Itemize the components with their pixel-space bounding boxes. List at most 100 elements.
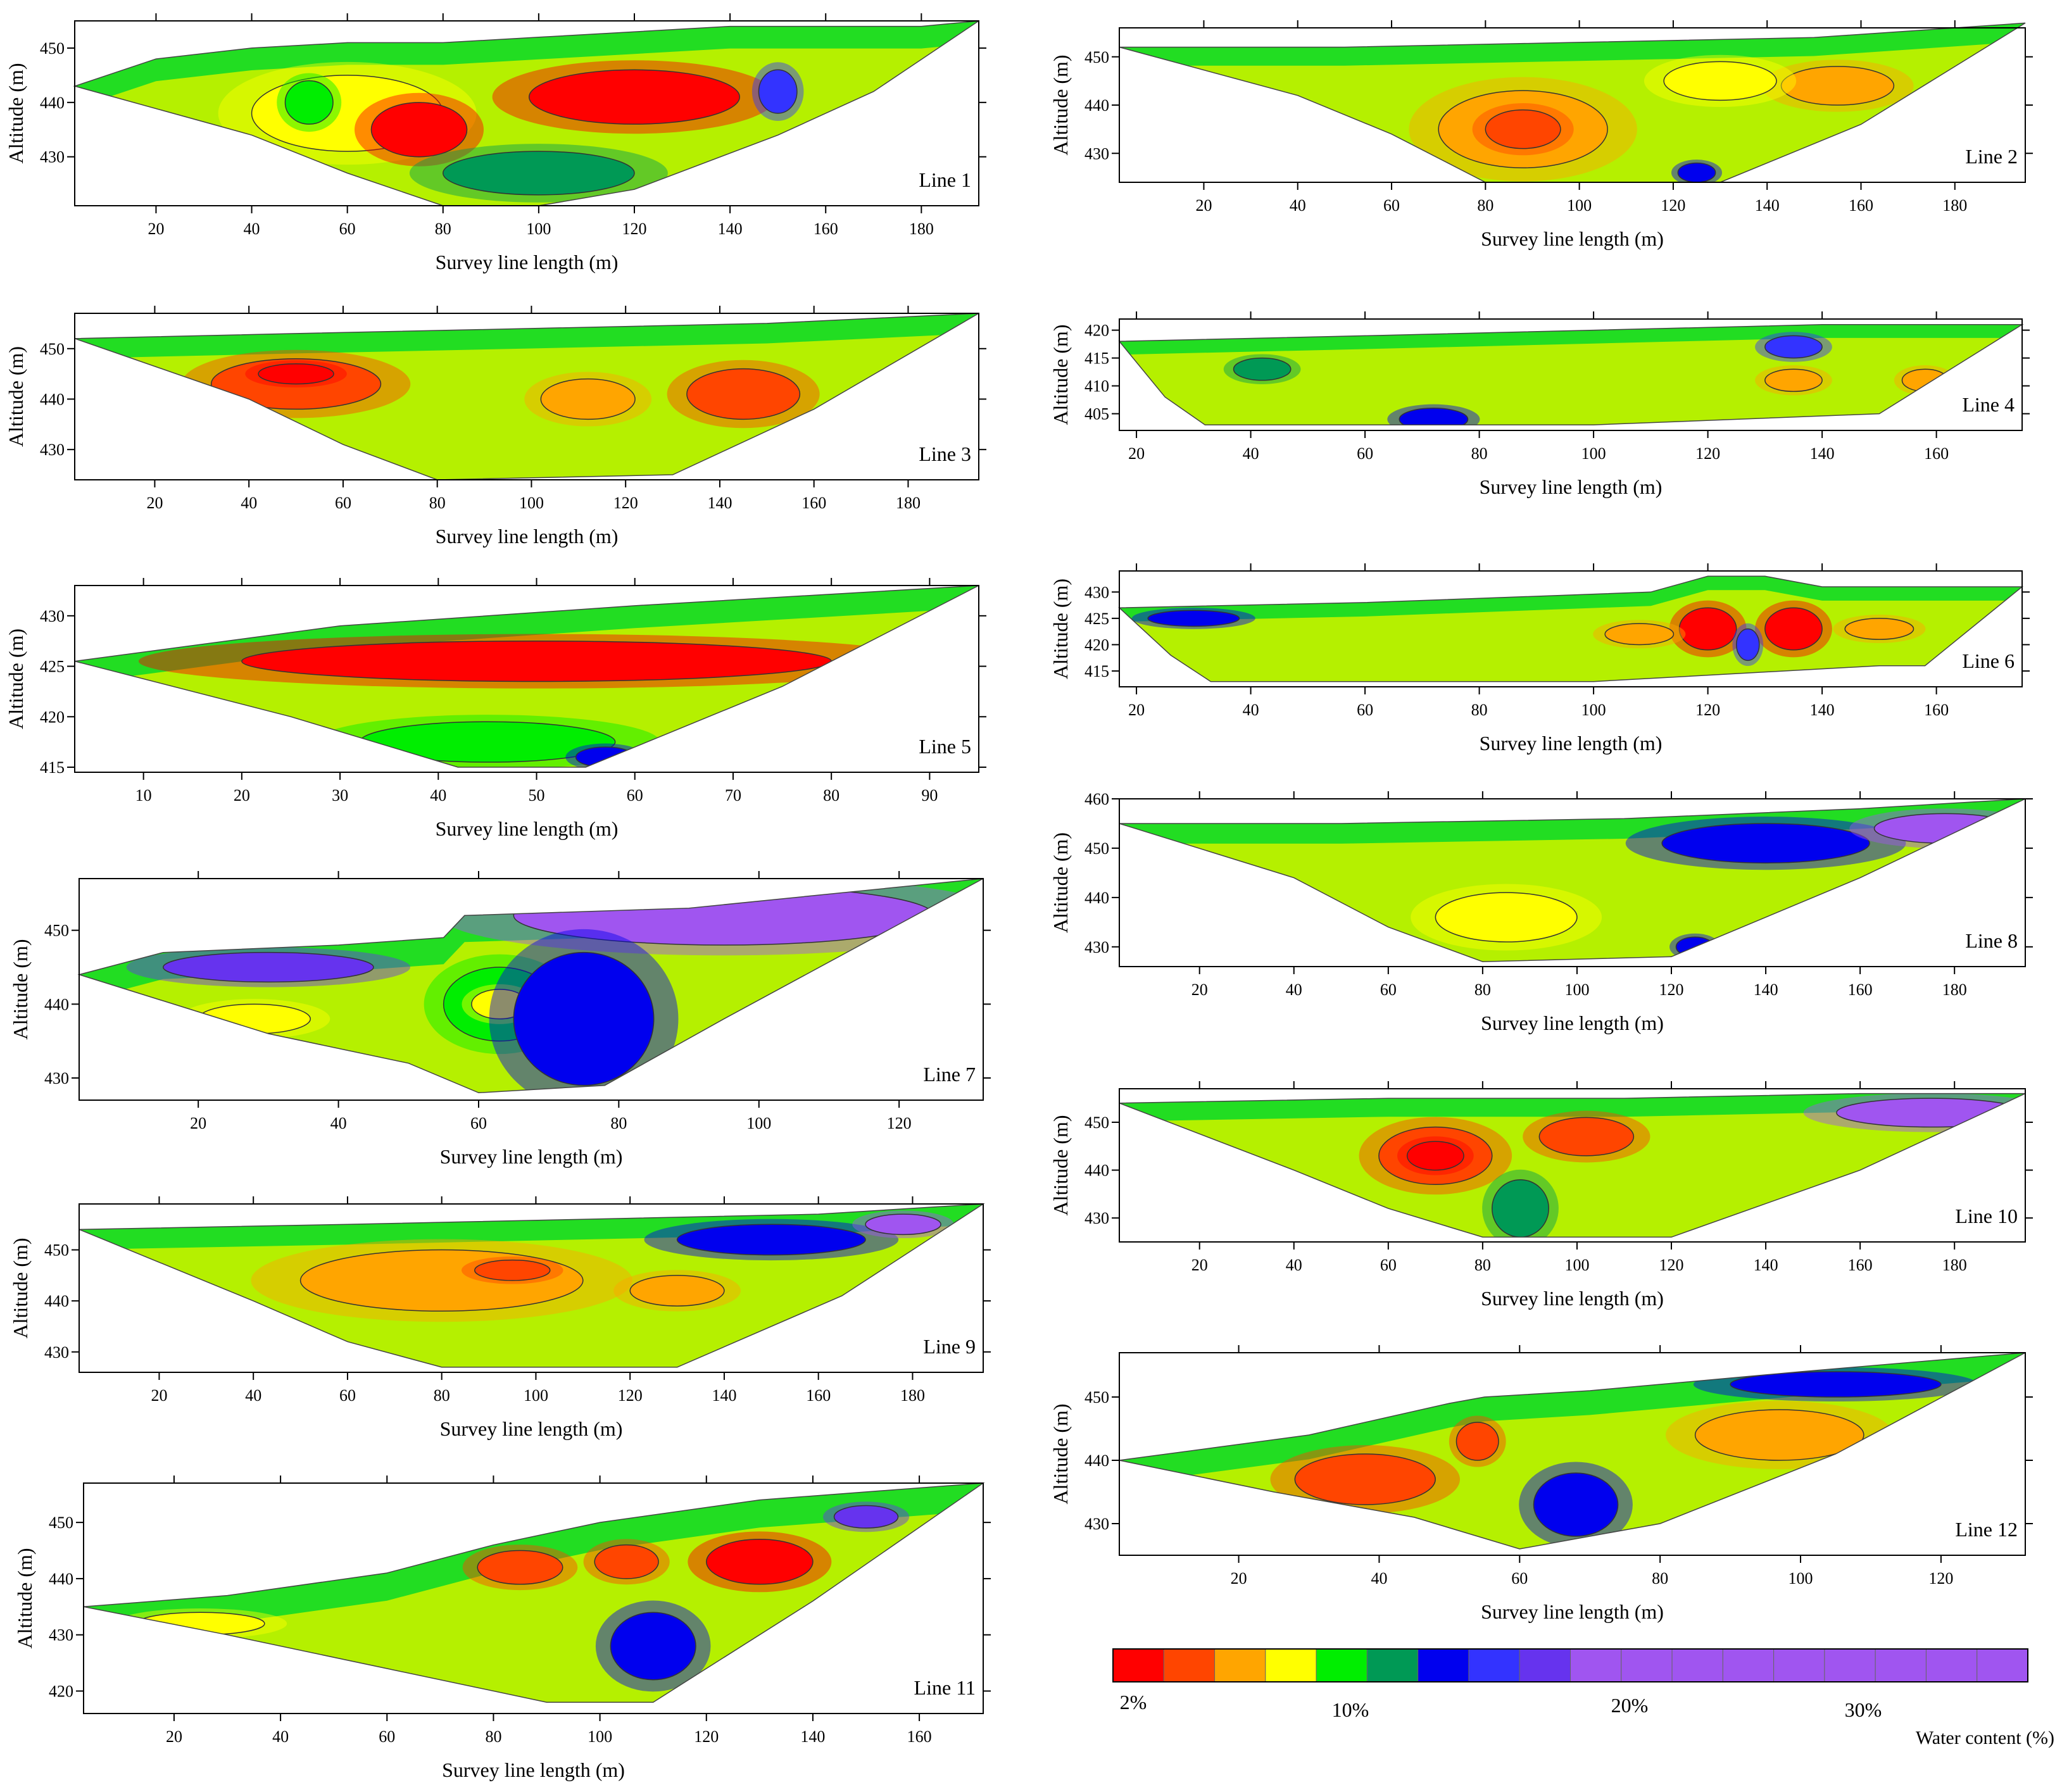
colorbar-title: Water content (%) xyxy=(1916,1727,2054,1748)
y-tick-label: 430 xyxy=(49,1626,73,1645)
panel-5: 10 20 30 40 50 60 70 80 90 415 420 425 430 Survey lin… xyxy=(4,578,986,840)
contour-zone xyxy=(163,951,374,983)
x-tick-label: 20 xyxy=(1191,981,1208,999)
contour-zone xyxy=(1233,357,1292,381)
section-base xyxy=(75,313,979,480)
x-tick-label: 60 xyxy=(1511,1569,1528,1588)
section-fill xyxy=(1119,23,2025,183)
surface-layer xyxy=(1119,799,2025,844)
x-tick-label: 60 xyxy=(379,1727,395,1746)
x-axis-label: Survey line length (m) xyxy=(1481,1012,1664,1034)
section-outline xyxy=(74,313,979,480)
x-axis-label: Survey line length (m) xyxy=(442,1758,625,1781)
x-tick-label: 60 xyxy=(1357,701,1373,719)
y-axis-label: Altitude (m) xyxy=(4,346,27,447)
surface-layer xyxy=(79,1204,983,1250)
y-tick-label: 450 xyxy=(40,39,65,58)
panel-6: 20 40 60 80 100 120 140 160 415 420 425 430 Survey l… xyxy=(1049,563,2030,755)
x-tick-label: 80 xyxy=(1471,444,1488,463)
contour-zone xyxy=(594,1544,659,1579)
y-tick-label: 415 xyxy=(40,758,65,777)
x-tick-label: 60 xyxy=(470,1114,487,1132)
plot-frame xyxy=(74,313,979,480)
y-tick-label: 430 xyxy=(1084,1515,1109,1533)
colorbar-swatch xyxy=(1875,1648,1927,1682)
x-tick-label: 120 xyxy=(694,1727,719,1746)
contour-zone xyxy=(241,640,832,682)
contour-zone xyxy=(1901,368,1949,392)
x-tick-label: 160 xyxy=(1848,1256,1873,1274)
y-axis-label: Altitude (m) xyxy=(9,939,32,1039)
x-tick-label: 20 xyxy=(1191,1256,1208,1274)
panel-10: 20 40 60 80 100 120 140 160 180 430 440 450 Survey l… xyxy=(1049,1081,2033,1310)
colorbar-tick-label: 10% xyxy=(1332,1698,1369,1721)
x-tick-label: 20 xyxy=(146,494,163,512)
contour-zone xyxy=(1663,61,1777,101)
panel-1: 20 40 60 80 100 120 140 160 180 430 440 450 Survey l… xyxy=(4,13,986,273)
x-tick-label: 120 xyxy=(887,1114,912,1132)
colorbar-swatch xyxy=(1316,1648,1367,1682)
section-outline xyxy=(1118,324,2024,425)
section-fill xyxy=(1119,1353,2025,1549)
x-tick-label: 100 xyxy=(1581,444,1606,463)
x-tick-label: 140 xyxy=(1810,444,1835,463)
y-tick-label: 440 xyxy=(1084,1162,1109,1180)
colorbar-swatch xyxy=(1265,1648,1317,1682)
panel-title: Line 10 xyxy=(1955,1205,2018,1227)
panel-2: 20 40 60 80 100 120 140 160 180 430 440 450 Survey l… xyxy=(1049,20,2033,250)
section-fill xyxy=(79,879,983,1093)
contour-zone xyxy=(136,1612,265,1636)
x-tick-label: 100 xyxy=(746,1114,771,1132)
x-tick-label: 180 xyxy=(909,220,934,238)
contour-zone xyxy=(1406,1141,1464,1171)
x-tick-label: 40 xyxy=(1286,981,1302,999)
panel-title: Line 12 xyxy=(1955,1518,2018,1541)
x-tick-label: 20 xyxy=(1195,196,1212,215)
contour-zone xyxy=(1836,1098,2025,1128)
x-tick-label: 120 xyxy=(1695,701,1720,719)
contour-zone xyxy=(1764,607,1823,651)
contour-zone xyxy=(513,951,655,1086)
x-axis-label: Survey line length (m) xyxy=(1481,227,1664,250)
y-tick-label: 405 xyxy=(1084,405,1109,423)
plot-frame xyxy=(1119,570,2023,687)
y-axis-label: Altitude (m) xyxy=(1049,579,1072,679)
panels-layer: 20 40 60 80 100 120 140 160 180 430 440 450 Survey l… xyxy=(4,13,2033,1781)
x-tick-label: 180 xyxy=(1942,196,1967,215)
contour-zone xyxy=(1694,1409,1864,1461)
contour-zone xyxy=(477,1550,563,1585)
panel-11: 20 40 60 80 100 120 140 160 420 430 440 450 Survey l… xyxy=(13,1476,991,1781)
x-axis-label: Survey line length (m) xyxy=(436,817,619,840)
y-tick-label: 460 xyxy=(1084,790,1109,808)
x-tick-label: 60 xyxy=(1357,444,1373,463)
contour-zone xyxy=(1492,1179,1549,1237)
x-tick-label: 40 xyxy=(1243,701,1259,719)
x-tick-label: 80 xyxy=(1477,196,1493,215)
x-tick-label: 40 xyxy=(1290,196,1306,215)
x-tick-label: 180 xyxy=(900,1386,925,1405)
x-tick-label: 160 xyxy=(806,1386,831,1405)
plot-frame xyxy=(79,878,984,1101)
x-tick-label: 180 xyxy=(1942,1256,1967,1274)
x-tick-label: 160 xyxy=(802,494,826,512)
y-tick-label: 450 xyxy=(40,340,65,358)
x-tick-label: 160 xyxy=(1924,444,1949,463)
colorbar-swatch xyxy=(1519,1648,1571,1682)
contour-zone xyxy=(443,151,635,196)
colorbar-swatch xyxy=(1163,1648,1216,1682)
y-tick-label: 430 xyxy=(1084,144,1109,163)
x-tick-label: 100 xyxy=(1789,1569,1813,1588)
x-tick-label: 80 xyxy=(434,1386,450,1405)
x-tick-label: 70 xyxy=(725,786,741,805)
contour-zone xyxy=(284,80,334,125)
y-axis-label: Altitude (m) xyxy=(1049,324,1072,425)
x-tick-label: 50 xyxy=(529,786,545,805)
x-tick-label: 80 xyxy=(485,1727,501,1746)
contour-zone xyxy=(833,1505,899,1529)
plot-frame xyxy=(74,20,979,206)
colorbar-swatch xyxy=(1773,1648,1825,1682)
y-tick-label: 450 xyxy=(1084,1388,1109,1407)
colorbar-swatch xyxy=(1570,1648,1622,1682)
x-tick-label: 160 xyxy=(1924,701,1949,719)
y-tick-label: 430 xyxy=(40,441,65,459)
